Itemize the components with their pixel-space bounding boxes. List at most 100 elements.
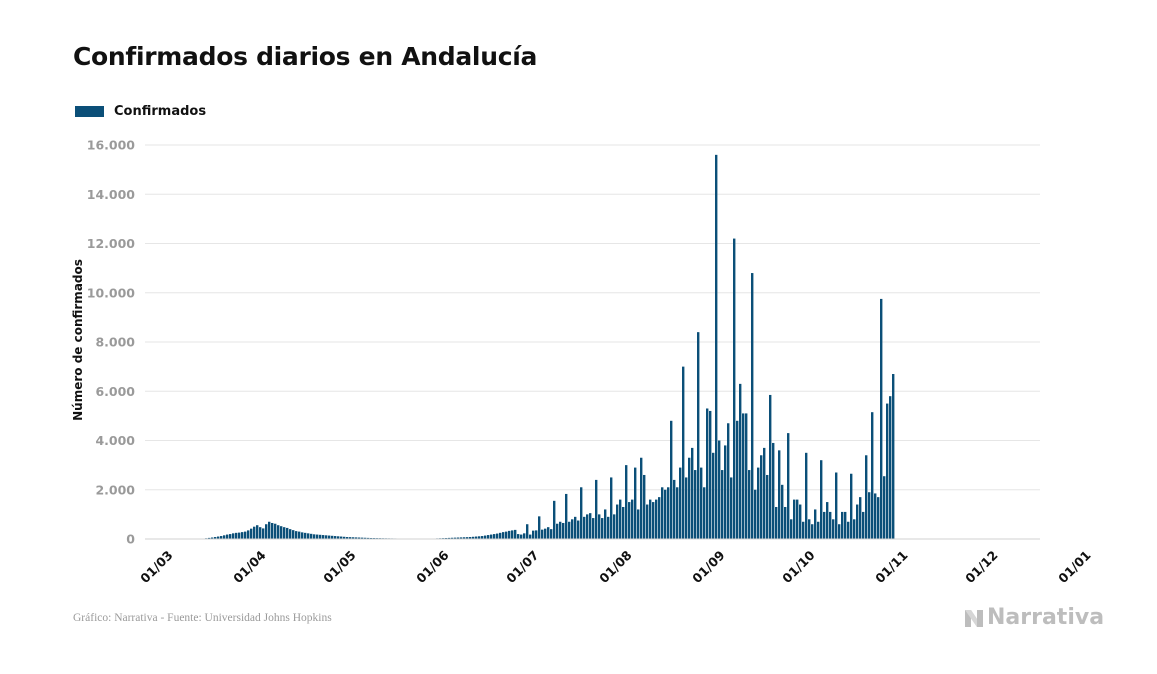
data-bar bbox=[349, 537, 352, 539]
data-bar bbox=[238, 532, 241, 539]
narrativa-logo-icon bbox=[965, 609, 983, 627]
data-bar bbox=[250, 528, 253, 539]
data-bar bbox=[727, 423, 730, 539]
data-bar bbox=[784, 506, 787, 539]
data-bar bbox=[643, 474, 646, 539]
data-bar bbox=[883, 476, 886, 539]
data-bar bbox=[229, 534, 232, 539]
data-bar bbox=[880, 298, 883, 539]
data-bar bbox=[757, 467, 760, 539]
data-bar bbox=[697, 332, 700, 539]
data-bar bbox=[886, 403, 889, 539]
data-bar bbox=[721, 470, 724, 539]
data-bar bbox=[865, 455, 868, 539]
data-bar bbox=[304, 532, 307, 539]
data-bar bbox=[664, 489, 667, 539]
data-bar bbox=[472, 536, 475, 539]
data-bar bbox=[730, 477, 733, 539]
data-bar bbox=[208, 537, 211, 539]
data-bar bbox=[502, 532, 505, 539]
x-tick-label: 01/03 bbox=[137, 548, 175, 586]
data-bar bbox=[493, 534, 496, 539]
data-bar bbox=[604, 509, 607, 539]
data-bar bbox=[457, 537, 460, 539]
data-bar bbox=[640, 457, 643, 539]
data-bar bbox=[844, 511, 847, 539]
data-bar bbox=[508, 530, 511, 539]
data-bar bbox=[541, 529, 544, 539]
data-bar bbox=[706, 408, 709, 539]
data-bar bbox=[535, 530, 538, 539]
data-bar bbox=[328, 535, 331, 539]
data-bar bbox=[841, 511, 844, 539]
data-bar bbox=[577, 520, 580, 539]
data-bar bbox=[790, 519, 793, 539]
chart-title: Confirmados diarios en Andalucía bbox=[73, 42, 538, 71]
data-bar bbox=[589, 513, 592, 539]
data-bar bbox=[688, 457, 691, 539]
data-bar bbox=[466, 537, 469, 539]
legend-label: Confirmados bbox=[114, 104, 207, 119]
data-bar bbox=[847, 521, 850, 539]
data-bar bbox=[802, 521, 805, 539]
data-bar bbox=[580, 487, 583, 539]
data-bar bbox=[559, 521, 562, 539]
data-bar bbox=[520, 534, 523, 539]
data-bar bbox=[307, 533, 310, 539]
data-bar bbox=[487, 535, 490, 539]
data-bar bbox=[475, 536, 478, 539]
data-bar bbox=[484, 535, 487, 539]
data-bar bbox=[616, 504, 619, 539]
data-bar bbox=[799, 504, 802, 539]
data-bar bbox=[523, 533, 526, 539]
x-tick-label: 01/10 bbox=[779, 547, 818, 586]
data-bar bbox=[583, 516, 586, 539]
data-bar bbox=[634, 467, 637, 539]
data-bar bbox=[874, 493, 877, 539]
data-bar bbox=[481, 536, 484, 539]
data-bar bbox=[694, 470, 697, 539]
data-bar bbox=[316, 534, 319, 539]
data-bar bbox=[241, 532, 244, 539]
data-bar bbox=[601, 518, 604, 539]
data-bar bbox=[286, 527, 289, 539]
data-bar bbox=[646, 504, 649, 539]
data-bar bbox=[724, 445, 727, 539]
data-bar bbox=[592, 518, 595, 539]
x-tick-label: 01/01 bbox=[1055, 548, 1093, 586]
x-tick-label: 01/04 bbox=[230, 547, 269, 586]
data-bar bbox=[460, 537, 463, 539]
data-bar bbox=[343, 536, 346, 539]
data-bar bbox=[715, 154, 718, 539]
data-bar bbox=[544, 528, 547, 539]
data-bar bbox=[832, 519, 835, 539]
brand-name: Narrativa bbox=[987, 605, 1105, 630]
data-bar bbox=[358, 537, 361, 539]
data-bar bbox=[751, 273, 754, 539]
data-bar bbox=[808, 519, 811, 539]
legend-swatch bbox=[75, 106, 104, 117]
data-bar bbox=[661, 487, 664, 539]
data-bar bbox=[700, 467, 703, 539]
data-bar bbox=[691, 447, 694, 539]
y-tick-label: 10.000 bbox=[87, 285, 136, 300]
data-bar bbox=[496, 533, 499, 539]
data-bar bbox=[838, 524, 841, 539]
data-bar bbox=[289, 529, 292, 539]
data-bar bbox=[859, 497, 862, 539]
data-bar bbox=[532, 530, 535, 539]
data-bar bbox=[622, 506, 625, 539]
plot-area bbox=[145, 135, 1040, 539]
data-bar bbox=[670, 420, 673, 539]
data-bar bbox=[301, 532, 304, 539]
data-bar bbox=[463, 537, 466, 539]
data-bar bbox=[586, 514, 589, 539]
data-bar bbox=[223, 535, 226, 539]
data-bar bbox=[793, 499, 796, 539]
data-bar bbox=[259, 527, 262, 539]
data-bar bbox=[748, 470, 751, 539]
data-bar bbox=[817, 521, 820, 539]
data-bar bbox=[244, 531, 247, 539]
data-bar bbox=[565, 493, 568, 539]
